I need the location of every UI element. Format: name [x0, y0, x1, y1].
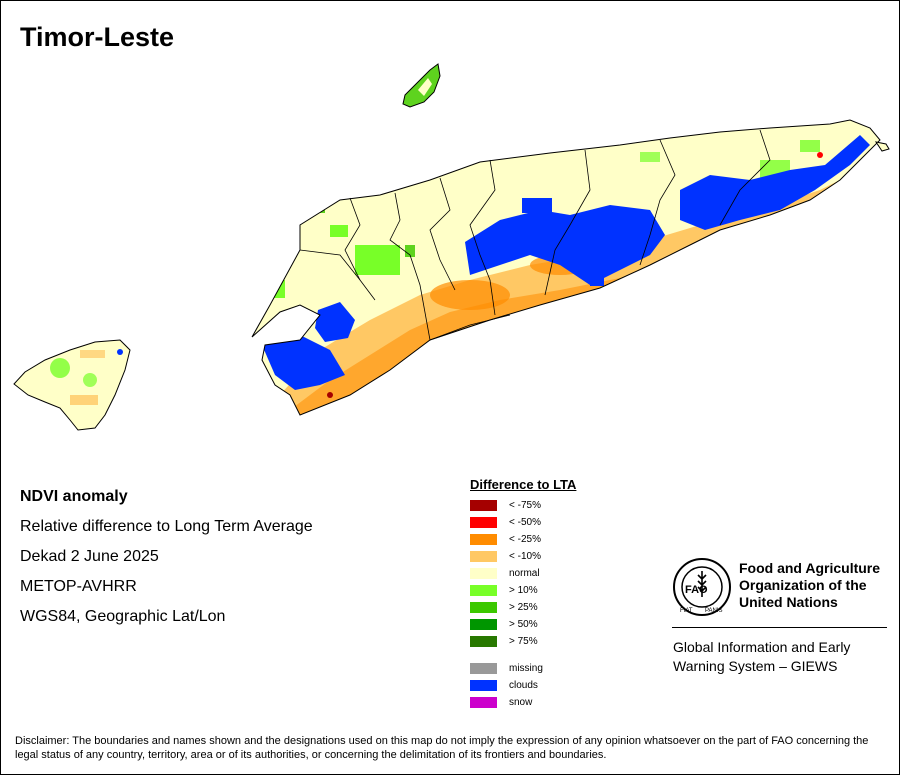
- legend-swatch: [470, 602, 497, 613]
- legend-label: > 75%: [509, 636, 538, 647]
- emblem-letter-left: FAO: [685, 584, 708, 596]
- fao-name: Food and Agriculture Organization of the…: [739, 560, 880, 611]
- legend-label: > 25%: [509, 602, 538, 613]
- motto-left: FIAT: [680, 608, 693, 614]
- map-title: Timor-Leste: [20, 22, 175, 52]
- legend-swatch: [470, 697, 497, 708]
- legend-item: > 25%: [470, 599, 576, 616]
- legend-item: > 10%: [470, 582, 576, 599]
- legend-label: clouds: [509, 680, 538, 691]
- legend-swatch: [470, 663, 497, 674]
- legend-item: normal: [470, 565, 576, 582]
- legend-item: < -10%: [470, 548, 576, 565]
- atauro-island: [402, 63, 441, 108]
- legend-label: < -50%: [509, 517, 541, 528]
- legend-label: < -75%: [509, 500, 541, 511]
- legend-label: < -10%: [509, 551, 541, 562]
- legend-label: normal: [509, 568, 540, 579]
- motto-right: PANIS: [705, 608, 723, 614]
- info-heading: NDVI anomaly: [20, 488, 128, 505]
- fao-name-line-2: Organization of the: [739, 577, 867, 593]
- legend-swatch: [470, 500, 497, 511]
- legend-swatch: [470, 636, 497, 647]
- legend-swatch: [470, 534, 497, 545]
- giews-line-1: Global Information and Early: [673, 639, 851, 655]
- logo-divider: [672, 627, 887, 628]
- ndvi-map: [13, 63, 890, 431]
- oecusse-enclave: [13, 339, 131, 431]
- info-line-4: WGS84, Geographic Lat/Lon: [20, 608, 226, 625]
- legend-label: > 10%: [509, 585, 538, 596]
- legend-label: > 50%: [509, 619, 538, 630]
- legend-swatch: [470, 680, 497, 691]
- legend-swatch: [470, 568, 497, 579]
- legend-swatch: [470, 619, 497, 630]
- info-line-1: Relative difference to Long Term Average: [20, 518, 313, 535]
- legend-item: clouds: [470, 677, 576, 694]
- legend-label: snow: [509, 697, 533, 708]
- fao-logo: FAO FIAT PANIS Food and Agriculture Orga…: [672, 557, 880, 622]
- legend-label: missing: [509, 663, 543, 674]
- giews-line-2: Warning System – GIEWS: [673, 658, 838, 674]
- legend-swatch: [470, 585, 497, 596]
- legend-item: > 50%: [470, 616, 576, 633]
- legend-item: snow: [470, 694, 576, 711]
- legend-item: < -75%: [470, 497, 576, 514]
- legend-item: > 75%: [470, 633, 576, 650]
- legend-title: Difference to LTA: [470, 477, 577, 492]
- fao-emblem-icon: FAO FIAT PANIS: [673, 558, 731, 616]
- info-line-3: METOP-AVHRR: [20, 578, 137, 595]
- legend-item: missing: [470, 660, 576, 677]
- jaco-island: [874, 141, 890, 152]
- legend-label: < -25%: [509, 534, 541, 545]
- giews-label: Global Information and Early Warning Sys…: [673, 638, 850, 676]
- legend-item: < -50%: [470, 514, 576, 531]
- legend: Difference to LTA < -75% < -50% < -25% < -1…: [470, 477, 576, 711]
- disclaimer: Disclaimer: The boundaries and names sho…: [15, 735, 869, 761]
- fao-name-line-1: Food and Agriculture: [739, 560, 881, 576]
- legend-item: < -25%: [470, 531, 576, 548]
- main-territory: [251, 119, 881, 416]
- map-info: NDVI anomaly Relative difference to Long…: [20, 482, 313, 632]
- legend-swatch: [470, 517, 497, 528]
- info-line-2: Dekad 2 June 2025: [20, 548, 159, 565]
- legend-swatch: [470, 551, 497, 562]
- fao-name-line-3: United Nations: [739, 594, 838, 610]
